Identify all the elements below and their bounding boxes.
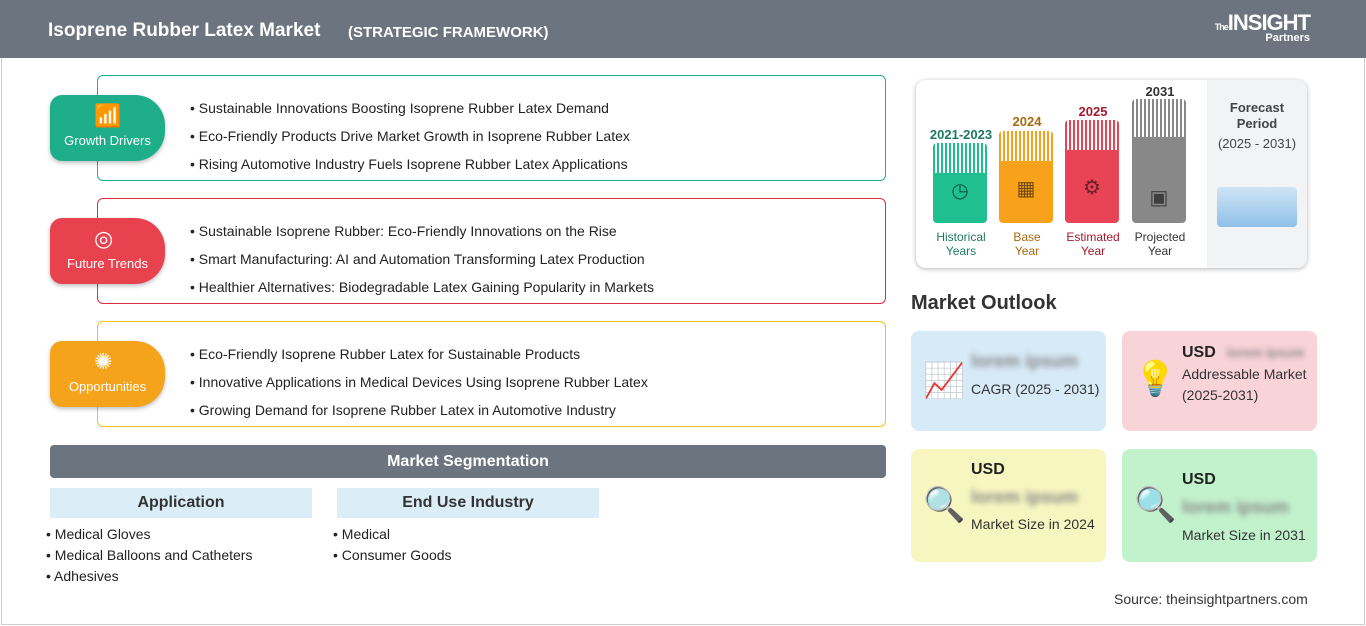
list-item: Sustainable Isoprene Rubber: Eco-Friendl… [190, 217, 654, 245]
source-text: Source: theinsightpartners.com [1114, 591, 1308, 607]
list-item: Adhesives [46, 566, 252, 587]
forecast-period: Forecast Period (2025 - 2031) [1207, 80, 1307, 268]
segmentation-title: Market Segmentation [50, 445, 886, 478]
list-item: Eco-Friendly Products Drive Market Growt… [190, 122, 630, 150]
timeline-card: 2021-2023 ◷ Historical Years 2024 ▦ Base Y… [916, 80, 1307, 268]
list-item: Eco-Friendly Isoprene Rubber Latex for S… [190, 340, 648, 368]
list-item: Smart Manufacturing: AI and Automation T… [190, 245, 654, 273]
projected-year-bar: ▣ [1132, 99, 1186, 223]
list-item: Sustainable Innovations Boosting Isopren… [190, 94, 630, 122]
list-item: Healthier Alternatives: Biodegradable La… [190, 273, 654, 301]
growth-chart-icon: 📶 [94, 103, 122, 128]
market-outlook-title: Market Outlook [911, 292, 1057, 314]
calendar-icon: ▦ [1016, 178, 1036, 200]
opportunities-badge: ✺ Opportunities [50, 341, 165, 407]
page-title: Isoprene Rubber Latex Market [48, 20, 321, 41]
growth-drivers-box: Sustainable Innovations Boosting Isopren… [97, 75, 886, 181]
magnifier-dollar-icon: 🔍 [923, 486, 966, 524]
segment-header-application: Application [50, 488, 312, 518]
list-item: Consumer Goods [333, 545, 452, 566]
market-size-2024-card: 🔍 USD lorem ipsum Market Size in 2024 [911, 449, 1106, 562]
end-use-list: Medical Consumer Goods [333, 524, 452, 566]
list-item: Medical Balloons and Catheters [46, 545, 253, 566]
period-label: Base Year [1013, 230, 1041, 258]
header-bar [0, 0, 1366, 58]
period-label: Estimated Year [1066, 230, 1120, 258]
opportunities-box: Eco-Friendly Isoprene Rubber Latex for S… [97, 321, 886, 427]
magnifier-dollar-icon: 🔍 [1134, 486, 1177, 524]
target-icon: ◎ [94, 226, 114, 251]
history-icon: ◷ [951, 180, 969, 202]
growth-drivers-badge: 📶 Growth Drivers [50, 95, 165, 161]
period-year: 2021-2023 [929, 127, 993, 142]
list-item: Medical Gloves [46, 524, 252, 545]
insight-partners-logo: TheINSIGHT Partners [1214, 10, 1311, 44]
period-year: 2025 [1078, 104, 1108, 119]
analytics-illustration-icon [1217, 187, 1297, 227]
period-label: Projected Year [1134, 230, 1186, 258]
list-item: Medical [333, 524, 452, 545]
market-size-2031-card: 🔍 USD lorem ipsum Market Size in 2031 [1122, 449, 1317, 562]
application-list: Medical Gloves Medical Balloons and Cath… [46, 524, 252, 587]
base-year-bar: ▦ [999, 131, 1053, 223]
future-trends-badge: ◎ Future Trends [50, 218, 165, 284]
period-year: 2031 [1145, 84, 1175, 99]
historical-bar: ◷ [933, 143, 987, 223]
list-item: Rising Automotive Industry Fuels Isopren… [190, 150, 630, 178]
period-year: 2024 [1012, 114, 1042, 129]
dollar-bulb-icon: 💡 [1134, 360, 1177, 398]
future-trends-box: Sustainable Isoprene Rubber: Eco-Friendl… [97, 198, 886, 304]
segment-header-end-use: End Use Industry [337, 488, 599, 518]
page-subtitle: (STRATEGIC FRAMEWORK) [348, 24, 549, 41]
gear-monitor-icon: ⚙ [1083, 177, 1101, 199]
period-label: Historical Years [936, 230, 986, 258]
bar-growth-icon: 📈 [923, 362, 966, 400]
presentation-icon: ▣ [1149, 187, 1169, 209]
cagr-card: 📈 lorem ipsum CAGR (2025 - 2031) [911, 331, 1106, 431]
list-item: Growing Demand for Isoprene Rubber Latex… [190, 396, 648, 424]
estimated-year-bar: ⚙ [1065, 120, 1119, 223]
content-frame [1, 58, 1365, 625]
list-item: Innovative Applications in Medical Devic… [190, 368, 648, 396]
addressable-market-card: 💡 USD lorem ipsum Addressable Market (20… [1122, 331, 1317, 431]
lightbulb-icon: ✺ [94, 349, 113, 374]
